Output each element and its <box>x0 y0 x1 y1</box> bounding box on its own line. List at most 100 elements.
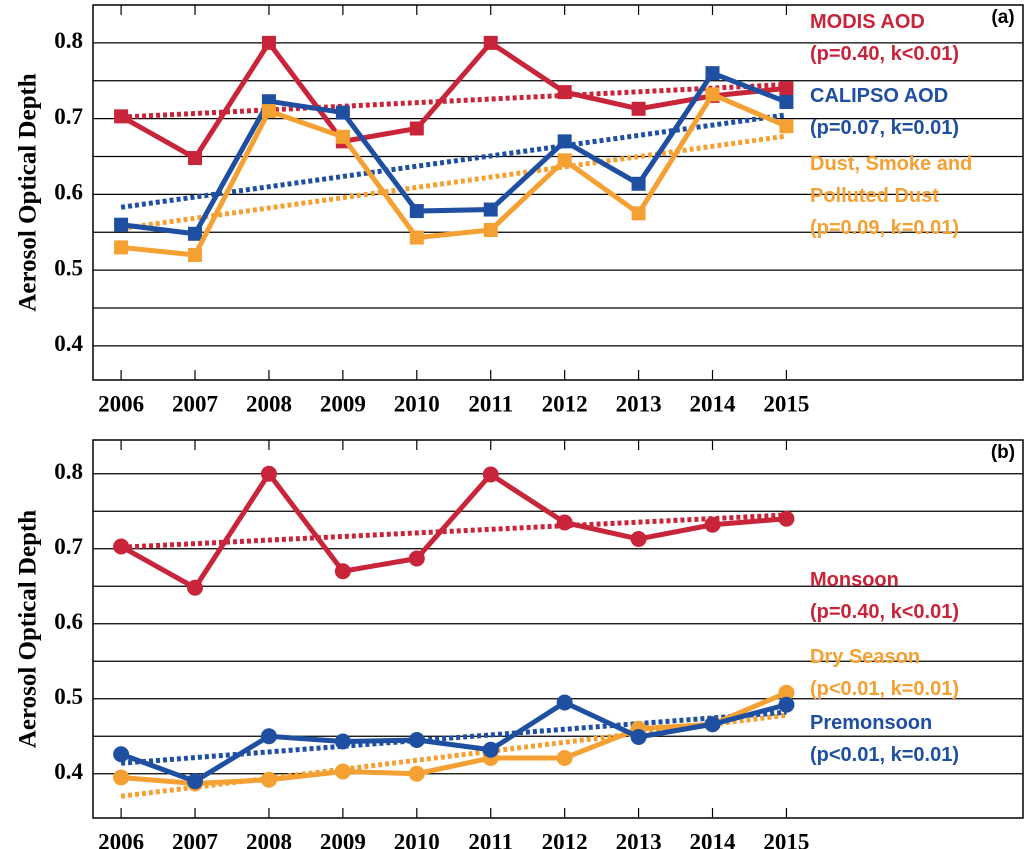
y-tick-label: 0.4 <box>54 759 83 784</box>
data-marker <box>705 66 720 81</box>
y-tick-label: 0.4 <box>54 331 83 356</box>
x-tick-label: 2012 <box>542 829 588 849</box>
data-line <box>120 699 788 785</box>
data-marker <box>113 746 130 763</box>
x-tick-label: 2009 <box>320 391 366 416</box>
legend-name: Premonsoon <box>810 712 933 734</box>
data-marker <box>631 101 646 116</box>
data-line <box>119 38 787 162</box>
data-marker <box>778 696 795 713</box>
plot-frame <box>92 4 1024 381</box>
data-line <box>120 91 788 258</box>
data-marker <box>408 550 425 567</box>
data-marker <box>334 733 351 750</box>
legend-name: Dust, Smoke and Polluted Dust <box>810 153 973 207</box>
x-tick-label: 2015 <box>763 829 809 849</box>
legend-name: CALIPSO AOD <box>810 85 949 107</box>
data-marker <box>409 230 424 245</box>
x-tick-label: 2013 <box>616 391 662 416</box>
data-marker <box>335 129 350 144</box>
legend-entry: Monsoon (p=0.40, k<0.01) <box>810 564 1024 628</box>
x-tick-label: 2015 <box>763 391 809 416</box>
legend-stats: (p=0.07, k=0.01) <box>810 117 959 139</box>
plot-frame <box>92 439 1024 819</box>
data-marker <box>187 773 204 790</box>
legend-stats: (p<0.01, k=0.01) <box>810 678 959 700</box>
y-tick-label: 0.5 <box>54 255 83 280</box>
data-marker <box>187 579 204 596</box>
data-marker <box>483 202 498 217</box>
data-marker <box>779 81 794 96</box>
data-marker <box>114 217 129 232</box>
data-line <box>119 469 787 592</box>
data-marker <box>408 732 425 748</box>
trend-line <box>120 112 787 210</box>
data-marker <box>335 105 350 120</box>
legend-stats: (p=0.40, k<0.01) <box>810 43 959 65</box>
data-marker <box>113 769 130 786</box>
data-marker <box>779 119 794 134</box>
data-marker <box>334 763 351 780</box>
data-marker <box>630 531 647 547</box>
x-tick-label: 2006 <box>98 829 144 849</box>
data-marker <box>704 716 721 733</box>
y-tick-label: 0.8 <box>54 28 83 53</box>
x-tick-label: 2008 <box>246 391 292 416</box>
data-marker <box>556 694 573 711</box>
trend-line <box>120 709 787 766</box>
y-tick-label: 0.8 <box>54 459 83 484</box>
x-tick-label: 2011 <box>468 391 513 416</box>
legend-stats: (p=0.40, k<0.01) <box>810 601 959 623</box>
x-tick-label: 2010 <box>394 391 440 416</box>
y-tick-label: 0.7 <box>54 534 83 559</box>
data-marker <box>188 248 203 262</box>
y-tick-label: 0.5 <box>54 684 83 709</box>
data-marker <box>260 728 277 745</box>
data-marker <box>557 153 572 168</box>
x-tick-label: 2008 <box>246 829 292 849</box>
y-axis-title: Aerosol Optical Depth <box>15 73 42 312</box>
data-marker <box>556 514 573 531</box>
legend-entry: Premonsoon (p<0.01, k=0.01) <box>810 707 1024 771</box>
y-tick-label: 0.6 <box>54 180 83 205</box>
data-marker <box>778 510 795 527</box>
data-marker <box>409 121 424 136</box>
legend-name: MODIS AOD <box>810 11 925 33</box>
legend-stats: (p=0.09, k=0.01) <box>810 217 959 239</box>
data-marker <box>482 741 499 758</box>
data-marker <box>408 765 425 782</box>
data-marker <box>556 750 573 766</box>
data-line <box>120 70 788 237</box>
legend-stats: (p<0.01, k=0.01) <box>810 744 959 766</box>
data-marker <box>557 134 572 149</box>
data-marker <box>779 94 794 109</box>
trend-line <box>120 82 787 120</box>
legend-name: Dry Season <box>810 646 921 668</box>
legend-entry: Dry Season (p<0.01, k=0.01) <box>810 641 1024 705</box>
y-tick-label: 0.6 <box>54 609 83 634</box>
legend-name: Monsoon <box>810 569 899 591</box>
x-tick-label: 2014 <box>690 391 737 416</box>
panel-label: (b) <box>991 442 1015 463</box>
data-marker <box>704 516 721 533</box>
y-tick-label: 0.7 <box>54 104 83 129</box>
x-tick-label: 2007 <box>172 391 218 416</box>
data-marker <box>188 151 203 166</box>
data-marker <box>409 204 424 219</box>
data-marker <box>188 226 203 241</box>
data-marker <box>705 87 720 102</box>
x-tick-label: 2009 <box>320 829 366 849</box>
data-marker <box>113 538 130 555</box>
trend-line <box>120 512 787 550</box>
data-marker <box>631 206 646 221</box>
x-tick-label: 2006 <box>98 391 144 416</box>
panel-label: (a) <box>991 7 1014 28</box>
data-marker <box>260 465 277 482</box>
data-line <box>120 690 788 787</box>
data-marker <box>334 563 351 580</box>
data-marker <box>260 771 277 788</box>
x-tick-label: 2007 <box>172 829 218 849</box>
x-tick-label: 2013 <box>616 829 662 849</box>
